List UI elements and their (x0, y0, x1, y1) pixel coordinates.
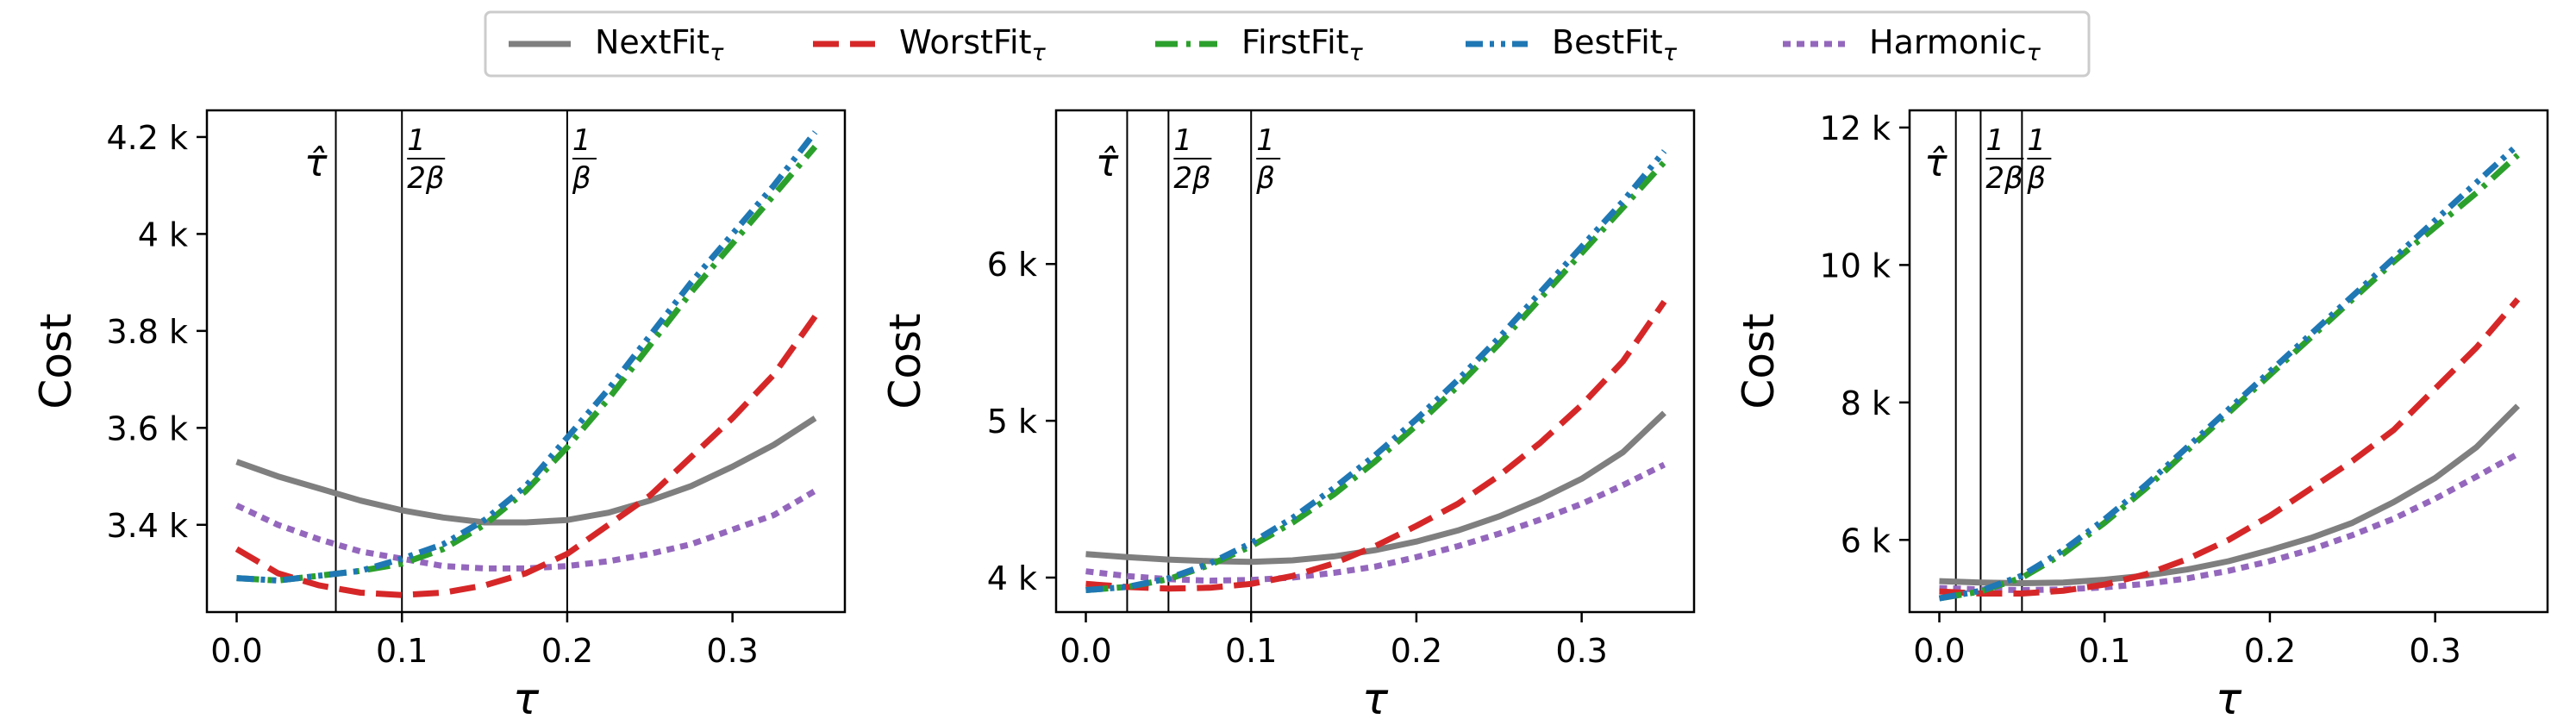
series-nextfit (1085, 410, 1666, 566)
y-tick-label: 4 k (987, 559, 1037, 597)
y-tick-label: 3.8 k (106, 313, 188, 351)
y-axis-label: Cost (1734, 313, 1784, 409)
vline-label-denominator: 2β (407, 161, 444, 196)
y-tick-label: 4 k (138, 216, 188, 253)
series-lines (1085, 149, 1667, 593)
vline-label-numerator: 1 (572, 123, 591, 158)
vline-label-numerator: 1 (407, 123, 426, 158)
vline-label-numerator: 1 (1173, 123, 1192, 158)
x-tick-label: 0.0 (210, 632, 262, 670)
panel-1: 3.4 k 3.6 k 3.8 k 4 k 4.2 k 0.0 0.1 0.2 0.3 τ Cost… (31, 109, 847, 724)
y-tick-label: 6 k (987, 246, 1037, 284)
y-tick-label: 10 k (1820, 247, 1891, 284)
y-axis-label: Cost (31, 313, 81, 409)
y-tick-label: 8 k (1841, 384, 1891, 422)
x-tick-label: 0.0 (1913, 632, 1965, 670)
y-tick-label: 3.4 k (106, 507, 188, 545)
series-nextfit (235, 416, 817, 526)
series-worstfit (1085, 299, 1667, 592)
vline-label-denominator: 2β (1173, 161, 1210, 196)
x-axis-label: τ (1362, 674, 1389, 724)
x-tick-label: 0.2 (1391, 632, 1442, 670)
vline-label: τ̂ (304, 141, 328, 185)
y-tick-label: 12 k (1820, 109, 1891, 147)
vline-label-numerator: 1 (1256, 123, 1275, 158)
axes-frame (1054, 109, 1696, 614)
legend-label-harmonic: Harmonicτ (1869, 23, 2041, 66)
legend-label-nextfit: NextFitτ (595, 23, 724, 66)
series-bestfit (1085, 149, 1667, 593)
series-firstfit (236, 144, 818, 584)
x-tick-label: 0.1 (1225, 632, 1277, 670)
x-tick-label: 0.3 (706, 632, 758, 670)
axes-frame (1908, 109, 2549, 614)
x-axis-label: τ (513, 674, 540, 724)
y-axis-label: Cost (880, 313, 930, 409)
vline-label-denominator: β (572, 161, 591, 196)
legend-label-worstfit: WorstFitτ (899, 23, 1046, 66)
series-worstfit (234, 314, 818, 598)
vline-label-denominator: β (2026, 161, 2046, 196)
legend: NextFitτ WorstFitτ FirstFitτ BestFitτ Harmon… (484, 10, 2091, 78)
legend-frame (484, 10, 2091, 78)
y-tick-label: 3.6 k (106, 409, 188, 447)
y-tick-label: 4.2 k (106, 119, 188, 157)
vline-label: τ̂ (1924, 141, 1948, 185)
vline-label-denominator: β (1255, 161, 1275, 196)
x-tick-label: 0.3 (1555, 632, 1607, 670)
y-tick-label: 6 k (1841, 522, 1891, 559)
series-bestfit (1938, 142, 2520, 602)
x-tick-label: 0.1 (2079, 632, 2130, 670)
series-firstfit (1938, 153, 2520, 602)
legend-label-firstfit: FirstFitτ (1241, 23, 1364, 66)
x-axis-label: τ (2216, 674, 2242, 724)
series-lines (234, 130, 818, 598)
vline-label: τ̂ (1096, 141, 1119, 185)
series-lines (1938, 142, 2521, 602)
x-tick-label: 0.3 (2409, 632, 2460, 670)
series-worstfit (1939, 297, 2521, 597)
series-harmonic (1085, 461, 1666, 584)
x-tick-label: 0.0 (1060, 632, 1111, 670)
y-tick-label: 5 k (987, 403, 1037, 441)
x-tick-label: 0.2 (541, 632, 593, 670)
series-harmonic (235, 488, 817, 572)
legend-label-bestfit: BestFitτ (1552, 23, 1678, 66)
series-nextfit (1939, 403, 2520, 586)
axes-frame (205, 109, 847, 614)
series-bestfit (236, 130, 818, 584)
series-harmonic (1939, 451, 2520, 593)
series-firstfit (1085, 159, 1667, 593)
x-tick-label: 0.1 (376, 632, 428, 670)
vline-label-numerator: 1 (2027, 123, 2046, 158)
vline-label-numerator: 1 (1985, 123, 2004, 158)
x-tick-label: 0.2 (2244, 632, 2296, 670)
vline-label-denominator: 2β (1985, 161, 2023, 196)
